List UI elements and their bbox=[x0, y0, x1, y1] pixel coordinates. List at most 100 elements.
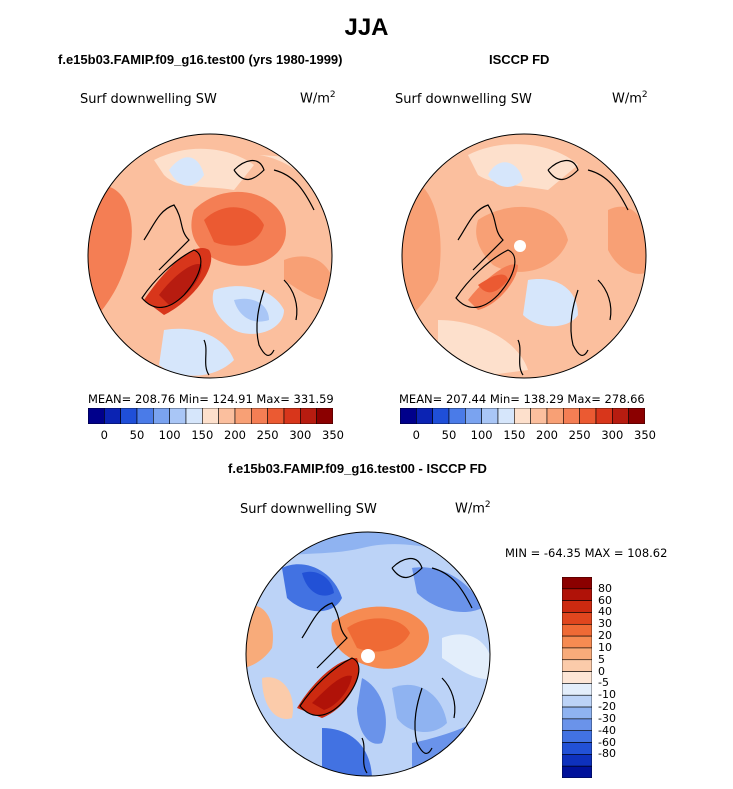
colorbar-tick-label: 300 bbox=[601, 428, 624, 442]
colorbar-swatch bbox=[546, 408, 564, 424]
panel-1-variable: Surf downwelling SW bbox=[80, 92, 217, 107]
colorbar-swatch bbox=[448, 408, 466, 424]
colorbar-tick-label: 350 bbox=[322, 428, 344, 442]
diff-panel-variable: Surf downwelling SW bbox=[240, 502, 377, 517]
map-1-coastline bbox=[203, 339, 210, 376]
colorbar-swatch bbox=[251, 408, 268, 424]
map-2-coastline bbox=[570, 289, 589, 357]
map-1-coastline bbox=[143, 204, 190, 271]
map-3-region bbox=[347, 618, 410, 652]
map-2-missing-data-pole bbox=[514, 240, 526, 252]
colorbar-swatch bbox=[562, 588, 592, 601]
map-1-coastline bbox=[273, 169, 315, 211]
colorbar-swatch bbox=[628, 408, 645, 424]
map-2-coastline bbox=[547, 160, 579, 180]
map-1-coastline bbox=[256, 289, 275, 357]
colorbar-tick-label: 250 bbox=[256, 428, 279, 442]
map-3-missing-data-pole bbox=[361, 649, 375, 663]
map-3-coastline bbox=[441, 677, 456, 719]
panel-1-header: f.e15b03.FAMIP.f09_g16.test00 (yrs 1980-… bbox=[58, 52, 343, 67]
colorbar-swatch bbox=[562, 623, 592, 637]
colorbar-swatch bbox=[316, 408, 333, 424]
colorbar-tick-label: 60 bbox=[598, 593, 612, 607]
colorbar-swatch bbox=[283, 408, 301, 424]
colorbar-swatch bbox=[562, 635, 592, 649]
page-title: JJA bbox=[344, 14, 389, 41]
colorbar-tick-label: 10 bbox=[598, 640, 612, 654]
colorbar-tick-label: -60 bbox=[598, 735, 616, 749]
map-3-coastline bbox=[414, 687, 433, 755]
map-2-boundary bbox=[401, 133, 647, 379]
colorbar-swatch bbox=[562, 754, 592, 767]
colorbar-swatch bbox=[185, 408, 203, 424]
map-1-region bbox=[284, 256, 332, 301]
map-1-region bbox=[159, 328, 234, 376]
panel-2-stats: MEAN= 207.44 Min= 138.29 Max= 278.66 bbox=[399, 392, 645, 406]
colorbar-tick-label: 50 bbox=[441, 428, 457, 442]
colorbar-swatch bbox=[562, 730, 592, 743]
colorbar-swatch bbox=[562, 600, 592, 613]
colorbar-tick-label: 50 bbox=[129, 428, 145, 442]
colorbar-tick-label: 150 bbox=[191, 428, 214, 442]
colorbar-swatch bbox=[497, 408, 515, 424]
colorbar-swatch bbox=[562, 742, 592, 755]
map-1-boundary bbox=[87, 133, 333, 379]
colorbar-tick-label: 5 bbox=[598, 652, 605, 666]
colorbar-swatch bbox=[562, 577, 592, 590]
colorbar-tick-label: -80 bbox=[598, 747, 616, 761]
colorbar-tick-label: 0 bbox=[412, 428, 420, 442]
colorbar-swatch bbox=[514, 408, 531, 424]
map-1-region bbox=[159, 264, 202, 305]
colorbar-panel-2 bbox=[400, 408, 645, 424]
colorbar-diff bbox=[562, 577, 592, 778]
colorbar-tick-label: 0 bbox=[100, 428, 108, 442]
map-3-region bbox=[322, 728, 372, 776]
colorbar-swatch bbox=[562, 647, 592, 661]
colorbar-tick-label: -20 bbox=[598, 700, 616, 714]
colorbar-swatch bbox=[153, 408, 170, 424]
colorbar-tick-label: 80 bbox=[598, 581, 612, 595]
colorbar-swatch bbox=[579, 408, 597, 424]
map-2-region bbox=[608, 206, 646, 274]
map-3-region bbox=[302, 571, 334, 596]
panel-1-units: W/m2 bbox=[300, 90, 336, 107]
map-2-coastline bbox=[457, 204, 504, 271]
colorbar-swatch bbox=[234, 408, 252, 424]
colorbar-swatch bbox=[562, 612, 592, 625]
colorbar-swatch bbox=[88, 408, 105, 424]
colorbar-swatch bbox=[481, 408, 499, 424]
map-1-region bbox=[204, 207, 264, 246]
map-3-region bbox=[392, 684, 447, 733]
diff-panel-stats: MIN = -64.35 MAX = 108.62 bbox=[505, 546, 668, 560]
panel-1-stats: MEAN= 208.76 Min= 124.91 Max= 331.59 bbox=[88, 392, 334, 406]
map-1-region bbox=[169, 157, 204, 186]
colorbar-tick-label: 100 bbox=[470, 428, 493, 442]
colorbar-swatch bbox=[595, 408, 613, 424]
colorbar-swatch bbox=[267, 408, 285, 424]
colorbar-swatch bbox=[562, 765, 592, 778]
colorbar-tick-label: 350 bbox=[634, 428, 656, 442]
map-2-coastline bbox=[597, 279, 612, 321]
map-panel-1 bbox=[87, 133, 333, 379]
map-2-region bbox=[478, 274, 508, 293]
colorbar-swatch bbox=[612, 408, 629, 424]
map-2-coastline bbox=[517, 339, 524, 376]
colorbar-tick-label: 0 bbox=[598, 664, 605, 678]
colorbar-tick-label: 250 bbox=[568, 428, 591, 442]
map-2-coastline bbox=[455, 249, 516, 308]
colorbar-swatch bbox=[104, 408, 121, 424]
colorbar-tick-label: -5 bbox=[598, 676, 609, 690]
colorbar-tick-label: 30 bbox=[598, 617, 612, 631]
colorbar-swatch bbox=[120, 408, 138, 424]
panel-2-variable: Surf downwelling SW bbox=[395, 92, 532, 107]
map-3-region bbox=[412, 567, 482, 613]
colorbar-swatch bbox=[562, 706, 592, 720]
map-1-coastline bbox=[283, 279, 298, 321]
colorbar-swatch bbox=[530, 408, 548, 424]
diff-panel-header: f.e15b03.FAMIP.f09_g16.test00 - ISCCP FD bbox=[228, 461, 487, 476]
map-2-region bbox=[488, 162, 523, 187]
map-panel-2 bbox=[401, 133, 647, 379]
map-3-region bbox=[262, 677, 293, 719]
colorbar-swatch bbox=[400, 408, 417, 424]
colorbar-tick-label: 100 bbox=[158, 428, 181, 442]
